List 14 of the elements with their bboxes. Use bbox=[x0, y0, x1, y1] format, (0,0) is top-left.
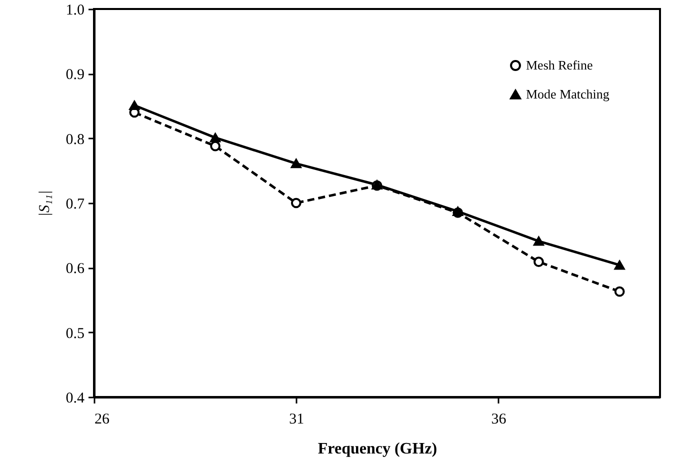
x-tick-label: 26 bbox=[94, 412, 110, 428]
x-axis-title: Frequency (GHz) bbox=[318, 440, 438, 458]
y-tick-label: 0.8 bbox=[66, 132, 84, 148]
legend-label: Mode Matching bbox=[526, 86, 610, 102]
y-tick-label: 1.0 bbox=[66, 2, 84, 18]
legend-label: Mesh Refine bbox=[526, 58, 594, 72]
y-tick-label: 0.6 bbox=[66, 261, 85, 278]
y-tick-label: 0.4 bbox=[66, 390, 85, 406]
y-tick-label: 0.5 bbox=[66, 326, 84, 342]
y-tick-label: 0.7 bbox=[66, 196, 85, 212]
x-tick-label: 31 bbox=[289, 412, 304, 428]
x-tick-label: 36 bbox=[491, 412, 507, 428]
y-tick-label: 0.9 bbox=[66, 67, 84, 84]
y-axis-title: |S₁₁| bbox=[36, 190, 53, 217]
